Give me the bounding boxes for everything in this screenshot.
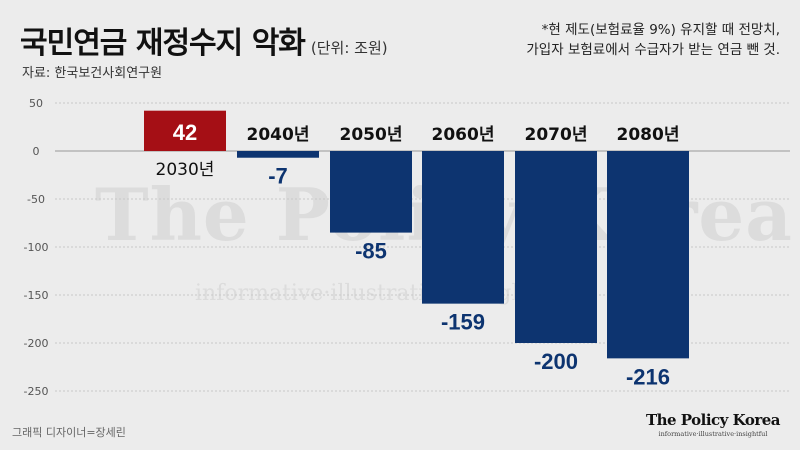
y-tick-label: -100 [24, 241, 49, 254]
y-tick-label: -50 [27, 193, 45, 206]
data-label: -7 [268, 164, 288, 189]
bar [237, 151, 319, 158]
source-text: 자료: 한국보건사회연구원 [22, 66, 163, 81]
y-tick-label: 0 [33, 145, 40, 158]
footnote-line-1: *현 제도(보험료율 9%) 유지할 때 전망치, [541, 22, 780, 38]
footnote-line-2: 가입자 보험료에서 수급자가 받는 연금 뺀 것. [526, 42, 780, 58]
data-label: -159 [441, 310, 485, 335]
category-label: 2080년 [617, 125, 680, 145]
bar [515, 151, 597, 343]
category-label: 2060년 [432, 125, 495, 145]
data-label: -200 [534, 349, 578, 374]
unit-label: (단위: 조원) [310, 39, 388, 57]
category-label: 2050년 [340, 125, 403, 145]
chart-title: 국민연금 재정수지 악화 (단위: 조원) [20, 26, 388, 61]
brand-name: The Policy Korea [645, 411, 781, 429]
y-tick-label: -200 [24, 337, 49, 350]
y-tick-label: -150 [24, 289, 49, 302]
y-tick-label: 50 [29, 97, 43, 110]
brand-logo: The Policy Korea informative·illustrativ… [645, 411, 781, 438]
bar [607, 151, 689, 359]
data-label: 42 [173, 120, 197, 145]
designer-credit: 그래픽 디자이너=장세린 [12, 426, 126, 439]
category-label: 2070년 [525, 125, 588, 145]
bar [330, 151, 412, 233]
category-label: 2030년 [156, 160, 215, 180]
brand-tagline: informative·illustrative·insightful [658, 430, 768, 438]
footnote: *현 제도(보험료율 9%) 유지할 때 전망치, 가입자 보험료에서 수급자가… [526, 20, 780, 60]
bar [422, 151, 504, 304]
y-tick-label: -250 [24, 385, 49, 398]
category-label: 2040년 [247, 125, 310, 145]
data-label: -85 [355, 239, 387, 264]
data-label: -216 [626, 364, 670, 389]
bar [144, 110, 226, 151]
